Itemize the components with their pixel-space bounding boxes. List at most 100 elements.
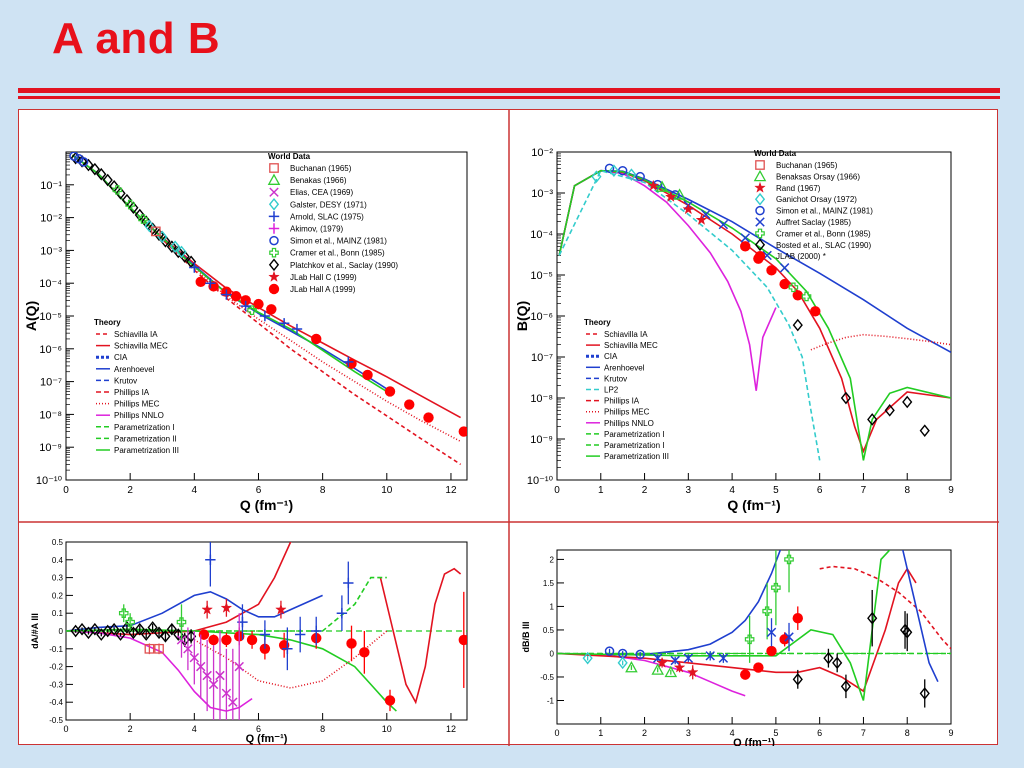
data-point <box>919 424 930 437</box>
legend-title: Theory <box>584 318 611 327</box>
legend-label: Parametrization III <box>604 452 669 461</box>
curve <box>557 567 917 693</box>
legend-marker <box>755 217 765 227</box>
x-axis-label: Q (fm⁻¹) <box>240 497 293 513</box>
data-point <box>282 643 293 654</box>
data-point <box>423 412 434 423</box>
y-axis-label: dA/#A III <box>30 613 40 649</box>
data-point <box>635 171 645 182</box>
legend-marker <box>754 181 766 193</box>
data-point <box>221 289 232 300</box>
data-point <box>740 669 751 680</box>
legend-label: Rand (1967) <box>776 184 821 193</box>
data-point <box>788 282 799 293</box>
legend-label: Krutov <box>114 376 137 385</box>
data-point <box>183 644 193 654</box>
data-point <box>458 634 467 646</box>
x-tick-label: 7 <box>861 728 866 738</box>
y-tick-label: 2 <box>550 555 555 564</box>
legend-label: Krutov <box>604 374 627 383</box>
data-point <box>617 656 628 670</box>
legend-label: Phillips MEC <box>604 408 650 417</box>
y-tick-label: -0.2 <box>49 663 63 672</box>
legend-label: CIA <box>114 353 128 362</box>
x-tick-label: 8 <box>904 485 910 496</box>
data-point <box>384 695 396 706</box>
curve <box>558 169 951 461</box>
data-point <box>582 651 593 665</box>
curve <box>902 550 939 683</box>
data-point <box>683 653 694 663</box>
slide-title: A and B <box>52 14 221 63</box>
y-tick-label: 0 <box>59 627 64 636</box>
data-point <box>78 157 89 167</box>
y-tick-label: 10⁻⁸ <box>530 393 553 405</box>
data-point <box>230 291 242 302</box>
data-point <box>247 305 257 316</box>
legend-title: Theory <box>94 318 121 327</box>
data-point <box>362 369 373 381</box>
data-points <box>69 152 467 437</box>
y-tick-label: 10⁻⁵ <box>39 311 62 323</box>
data-point <box>205 278 216 289</box>
data-point <box>147 621 158 634</box>
legend-marker <box>754 238 766 252</box>
data-point <box>343 356 354 368</box>
data-point <box>115 187 126 200</box>
x-tick-label: 6 <box>817 728 822 738</box>
legend-marker <box>755 205 765 216</box>
curve <box>71 154 461 443</box>
legend-label: Akimov, (1979) <box>290 225 344 234</box>
y-tick-label: 10⁻⁶ <box>39 344 62 356</box>
curve <box>66 628 397 712</box>
data-point <box>208 634 219 646</box>
data-point <box>902 395 913 409</box>
data-point <box>83 158 94 172</box>
x-tick-label: 4 <box>730 728 735 738</box>
legend-title: World Data <box>268 152 311 161</box>
legend-marker <box>268 283 280 295</box>
legend-label: Galster, DESY (1971) <box>290 200 367 209</box>
x-tick-label: 6 <box>256 724 261 734</box>
data-point <box>718 219 729 230</box>
data-point <box>166 622 177 636</box>
data-point <box>635 649 645 660</box>
legend-marker <box>268 223 280 234</box>
data-point <box>626 168 637 181</box>
data-point <box>154 643 164 654</box>
x-tick-label: 12 <box>445 485 457 496</box>
curve <box>558 169 821 461</box>
data-point <box>240 295 251 306</box>
data-point <box>228 697 238 707</box>
data-point <box>779 263 790 273</box>
y-tick-label: 10⁻⁴ <box>39 278 62 290</box>
data-point <box>96 167 107 181</box>
legend-label: Cramer et al., Bonn (1985) <box>776 229 871 238</box>
legend-label: CIA <box>604 352 618 361</box>
data-point <box>115 628 126 641</box>
data-point <box>670 655 680 666</box>
x-tick-label: 4 <box>192 724 197 734</box>
data-point <box>291 323 303 335</box>
data-point <box>792 290 803 301</box>
y-tick-label: 0.5 <box>52 538 64 547</box>
legend-marker <box>755 228 765 239</box>
data-point <box>840 391 852 405</box>
data-point <box>166 240 177 253</box>
data-point <box>220 601 233 613</box>
data-point <box>718 653 729 663</box>
curve <box>379 567 462 705</box>
x-tick-label: 12 <box>446 724 456 734</box>
legend-label: Parametrization I <box>604 441 664 450</box>
curve <box>66 590 323 632</box>
legend-marker <box>754 192 766 206</box>
y-tick-label: 10⁻⁴ <box>530 229 553 241</box>
x-tick-label: 0 <box>554 485 560 496</box>
data-point <box>112 185 123 195</box>
legend-label: Phillips IA <box>604 397 640 406</box>
data-point <box>701 209 711 220</box>
data-point <box>205 554 216 565</box>
data-point <box>651 663 664 675</box>
data-point <box>189 652 200 663</box>
legend-world-data: World Data Buchanan (1965) Benaksas Orsay … <box>753 149 873 262</box>
